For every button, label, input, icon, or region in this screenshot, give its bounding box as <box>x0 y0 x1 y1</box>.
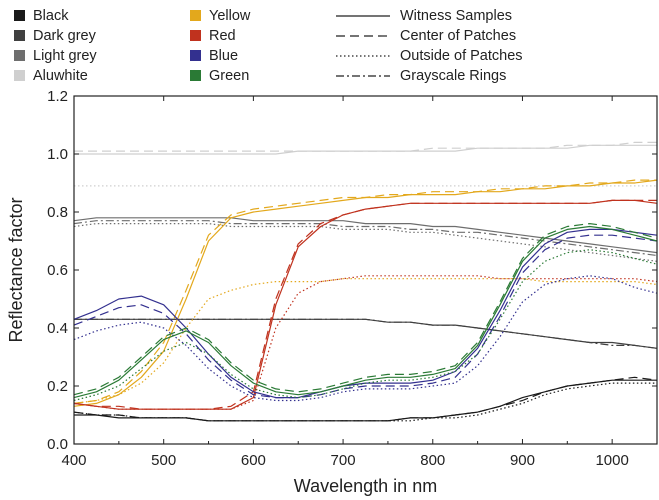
series-line-dark-grey-witness-samples <box>74 318 658 349</box>
legend-swatch-red <box>190 30 201 41</box>
x-tick-label: 600 <box>241 452 266 469</box>
y-tick-label: 1.2 <box>47 88 68 105</box>
legend-label-witness-samples: Witness Samples <box>400 8 512 24</box>
legend-swatch-green <box>190 70 201 81</box>
series-line-aluwhite-center-of-patches <box>74 141 657 152</box>
legend: Black Dark grey Light grey Aluwhite Yellow Re… <box>14 8 523 84</box>
series-line-green-center-of-patches <box>73 223 658 396</box>
series-line-blue-center-of-patches <box>73 234 658 399</box>
series-line-black-center-of-patches <box>73 376 658 422</box>
x-tick-label: 700 <box>331 452 356 469</box>
legend-label-center-of-patches: Center of Patches <box>400 28 516 44</box>
legend-label-yellow: Yellow <box>209 8 251 24</box>
legend-label-light-grey: Light grey <box>33 48 97 64</box>
legend-label-aluwhite: Aluwhite <box>33 68 88 84</box>
series-line-red-witness-samples <box>73 199 658 410</box>
x-tick-label: 1000 <box>595 452 628 469</box>
series-line-green-witness-samples <box>73 225 658 399</box>
legend-label-red: Red <box>209 28 236 44</box>
series-line-red-outside-of-patches <box>73 275 658 410</box>
series-line-yellow-center-of-patches <box>73 179 657 404</box>
legend-swatch-blue <box>190 50 201 61</box>
legend-swatch-dark-grey <box>14 30 25 41</box>
y-tick-label: 0.4 <box>47 320 68 337</box>
legend-label-grayscale-rings: Grayscale Rings <box>400 68 506 84</box>
y-tick-label: 0.0 <box>47 436 68 453</box>
x-tick-label: 900 <box>510 452 535 469</box>
legend-swatch-yellow <box>190 10 201 21</box>
legend-label-green: Green <box>209 68 249 84</box>
legend-swatch-aluwhite <box>14 70 25 81</box>
series-line-dark-grey-grayscale-rings <box>74 318 658 349</box>
series-layer <box>73 141 658 422</box>
x-axis-title: Wavelength in nm <box>294 476 437 496</box>
x-tick-label: 400 <box>61 452 86 469</box>
legend-label-outside-of-patches: Outside of Patches <box>400 48 523 64</box>
legend-label-blue: Blue <box>209 48 238 64</box>
series-line-blue-outside-of-patches <box>73 275 658 402</box>
legend-swatch-light-grey <box>14 50 25 61</box>
series-line-yellow-witness-samples <box>73 179 658 407</box>
y-tick-label: 1.0 <box>47 146 68 163</box>
series-line-light-grey-outside-of-patches <box>73 223 658 262</box>
y-tick-label: 0.8 <box>47 204 68 221</box>
series-line-green-outside-of-patches <box>73 249 658 402</box>
y-axis-title: Reflectance factor <box>6 197 26 342</box>
series-line-light-grey-grayscale-rings <box>73 220 658 257</box>
legend-label-dark-grey: Dark grey <box>33 28 97 44</box>
x-tick-label: 500 <box>151 452 176 469</box>
x-tick-label: 800 <box>420 452 445 469</box>
ticks: 400 500 600 700 800 900 1000 0.0 0.2 0.4 0.6 0.8 1.0… <box>47 88 657 469</box>
legend-label-black: Black <box>33 8 69 24</box>
series-line-black-outside-of-patches <box>73 382 657 422</box>
series-line-blue-witness-samples <box>73 228 658 399</box>
y-tick-label: 0.2 <box>47 378 68 395</box>
legend-swatch-black <box>14 10 25 21</box>
series-line-light-grey-witness-samples <box>73 217 658 254</box>
y-tick-label: 0.6 <box>47 262 68 279</box>
series-line-aluwhite-witness-samples <box>74 144 657 155</box>
